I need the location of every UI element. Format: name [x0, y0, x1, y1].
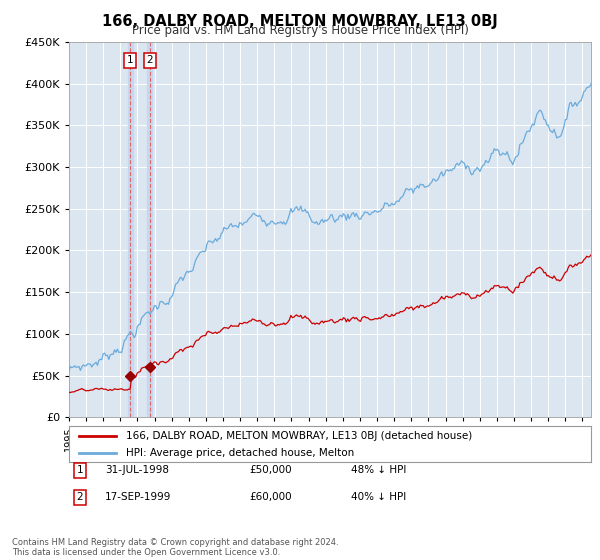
Text: £60,000: £60,000 [249, 492, 292, 502]
Text: 48% ↓ HPI: 48% ↓ HPI [351, 465, 406, 475]
Text: Price paid vs. HM Land Registry's House Price Index (HPI): Price paid vs. HM Land Registry's House … [131, 24, 469, 37]
Text: 1: 1 [127, 55, 134, 66]
Text: Contains HM Land Registry data © Crown copyright and database right 2024.
This d: Contains HM Land Registry data © Crown c… [12, 538, 338, 557]
Text: £50,000: £50,000 [249, 465, 292, 475]
Bar [147, 42, 152, 417]
Text: 2: 2 [76, 492, 83, 502]
Text: 166, DALBY ROAD, MELTON MOWBRAY, LE13 0BJ: 166, DALBY ROAD, MELTON MOWBRAY, LE13 0B… [102, 14, 498, 29]
Text: 31-JUL-1998: 31-JUL-1998 [105, 465, 169, 475]
Text: 40% ↓ HPI: 40% ↓ HPI [351, 492, 406, 502]
Bar [128, 42, 133, 417]
Text: 2: 2 [146, 55, 153, 66]
Text: 1: 1 [76, 465, 83, 475]
Text: 166, DALBY ROAD, MELTON MOWBRAY, LE13 0BJ (detached house): 166, DALBY ROAD, MELTON MOWBRAY, LE13 0B… [127, 431, 473, 441]
Text: HPI: Average price, detached house, Melton: HPI: Average price, detached house, Melt… [127, 448, 355, 458]
Text: 17-SEP-1999: 17-SEP-1999 [105, 492, 172, 502]
